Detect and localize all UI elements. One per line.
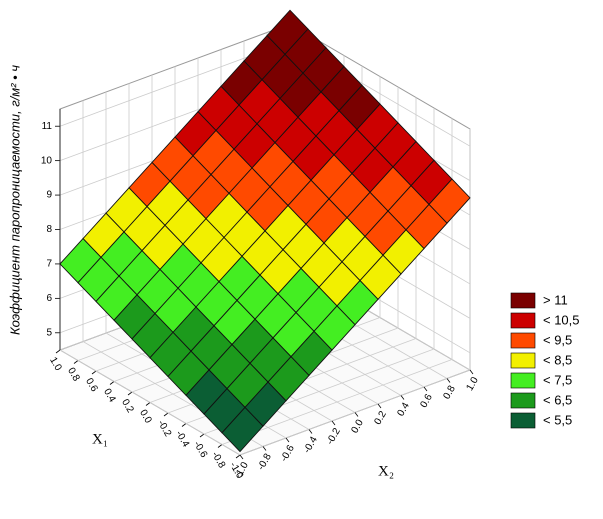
z-tick-label: 5: [46, 327, 52, 338]
legend-label: < 5,5: [543, 412, 572, 427]
y-tick-label: 0.0: [349, 417, 366, 435]
legend-swatch: [510, 352, 536, 369]
tick-mark: [285, 437, 290, 443]
tick-mark: [446, 378, 451, 383]
y-tick-label: 0.6: [418, 392, 435, 410]
tick-mark: [354, 412, 359, 417]
x-tick-label: 0.6: [83, 376, 100, 394]
y-tick-label: -0.8: [256, 451, 274, 472]
tick-mark: [239, 454, 244, 460]
legend-swatch: [510, 412, 536, 429]
legend-label: < 9,5: [543, 332, 572, 347]
z-tick-label: 9: [46, 190, 52, 201]
tick-mark: [163, 412, 169, 417]
legend-label: < 10,5: [543, 312, 580, 327]
z-tick-label: 8: [46, 224, 52, 235]
grid-line: [59, 349, 241, 456]
y-tick-label: 0.2: [372, 409, 389, 427]
tick-mark: [308, 429, 313, 434]
y-tick-label: -0.6: [279, 443, 297, 464]
legend-label: < 6,5: [543, 392, 572, 407]
y-tick-label: 0.4: [395, 400, 412, 418]
y-tick-label: -0.2: [325, 426, 343, 447]
legend-swatch: [510, 372, 536, 389]
x-tick-label: -0.4: [173, 429, 191, 450]
tick-mark: [109, 381, 115, 385]
z-axis-label: Коэффициент паропроницаемости, г/м² • ч: [7, 65, 22, 335]
surface-cell: [221, 406, 264, 453]
z-tick-label: 7: [46, 259, 52, 270]
x-tick-label: -0.6: [191, 439, 209, 460]
x-tick-label: -0.8: [209, 450, 227, 471]
tick-mark: [235, 454, 241, 459]
x-tick-label: 1.0: [47, 355, 64, 373]
tick-mark: [181, 423, 187, 427]
y-axis-label: X₂: [378, 463, 394, 479]
tick-mark: [91, 370, 97, 375]
x-tick-label: 0.4: [101, 387, 118, 405]
tick-mark: [262, 446, 267, 451]
x-tick-label: 0.2: [119, 397, 136, 415]
legend-swatch: [510, 312, 536, 329]
x-tick-label: -0.2: [155, 418, 173, 439]
tick-mark: [331, 420, 336, 426]
x-tick-label: 0.0: [137, 408, 154, 426]
x-axis-label: X₁: [92, 431, 108, 447]
y-tick-label: 1.0: [464, 375, 481, 393]
tick-mark: [423, 386, 428, 392]
tick-mark: [199, 433, 205, 438]
x-tick-label: 0.8: [65, 366, 82, 384]
legend-label: > 11: [543, 292, 568, 307]
legend-swatch: [510, 292, 536, 309]
z-tick-label: 11: [42, 121, 53, 132]
tick-mark: [55, 349, 61, 354]
tick-mark: [377, 403, 382, 409]
y-tick-label: 0.8: [441, 383, 458, 401]
legend-swatch: [510, 332, 536, 349]
tick-mark: [217, 444, 223, 448]
tick-mark: [127, 391, 133, 396]
tick-mark: [469, 369, 474, 375]
legend-swatch: [510, 392, 536, 409]
tick-mark: [145, 402, 151, 406]
legend-label: < 8,5: [543, 352, 572, 367]
tick-mark: [400, 395, 405, 400]
z-tick-label: 6: [46, 293, 52, 304]
tick-mark: [73, 360, 79, 364]
y-tick-label: -0.4: [302, 434, 320, 455]
legend-label: < 7,5: [543, 372, 572, 387]
z-tick-label: 10: [41, 155, 53, 166]
